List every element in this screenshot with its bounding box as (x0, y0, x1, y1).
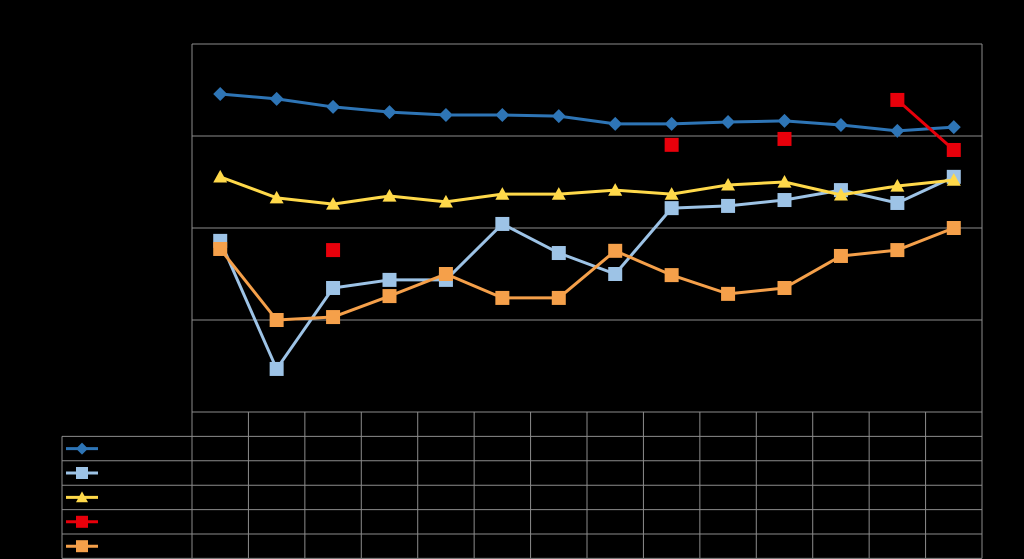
series-line (219, 175, 954, 206)
marker (269, 361, 284, 376)
marker (777, 280, 792, 295)
marker (551, 246, 566, 261)
marker (76, 515, 88, 528)
marker (551, 290, 566, 305)
marker (608, 267, 623, 281)
marker (551, 109, 566, 124)
marker (664, 116, 679, 131)
marker (946, 142, 961, 157)
marker (777, 175, 792, 188)
marker (664, 187, 679, 200)
marker (326, 280, 341, 295)
marker (326, 243, 341, 258)
marker (213, 169, 228, 183)
marker (608, 183, 623, 196)
marker (269, 313, 284, 327)
series-line (896, 98, 955, 152)
marker (777, 193, 792, 208)
marker (213, 241, 228, 256)
marker (269, 91, 284, 106)
marker (213, 87, 228, 102)
series-line (220, 92, 954, 133)
marker (946, 173, 961, 186)
marker (608, 116, 623, 131)
marker (438, 108, 453, 123)
marker (326, 197, 341, 210)
marker (890, 92, 905, 107)
marker (326, 310, 341, 325)
marker (495, 108, 510, 123)
marker (833, 117, 848, 132)
marker (664, 201, 679, 216)
marker (76, 467, 88, 479)
marker (269, 190, 284, 204)
marker (946, 120, 961, 135)
marker (777, 113, 792, 128)
marker (721, 115, 736, 130)
marker (833, 187, 848, 201)
marker (76, 442, 88, 455)
marker (946, 221, 961, 235)
marker (664, 137, 679, 152)
marker (495, 290, 510, 305)
marker (890, 179, 905, 192)
marker (608, 243, 623, 258)
marker (438, 267, 453, 281)
marker (495, 187, 510, 200)
marker (890, 123, 905, 138)
marker (382, 272, 397, 287)
marker (890, 243, 905, 258)
marker (664, 268, 679, 283)
marker (382, 105, 397, 120)
marker (833, 248, 848, 263)
marker (551, 187, 566, 200)
marker (382, 289, 397, 304)
marker (890, 195, 905, 210)
marker (326, 99, 341, 114)
marker (721, 177, 736, 191)
series-line (219, 226, 955, 322)
marker (721, 198, 736, 213)
marker (382, 188, 397, 202)
marker (76, 540, 88, 553)
marker (76, 491, 88, 503)
marker (777, 131, 792, 146)
marker (721, 286, 736, 301)
marker (438, 194, 453, 208)
marker (495, 216, 510, 231)
